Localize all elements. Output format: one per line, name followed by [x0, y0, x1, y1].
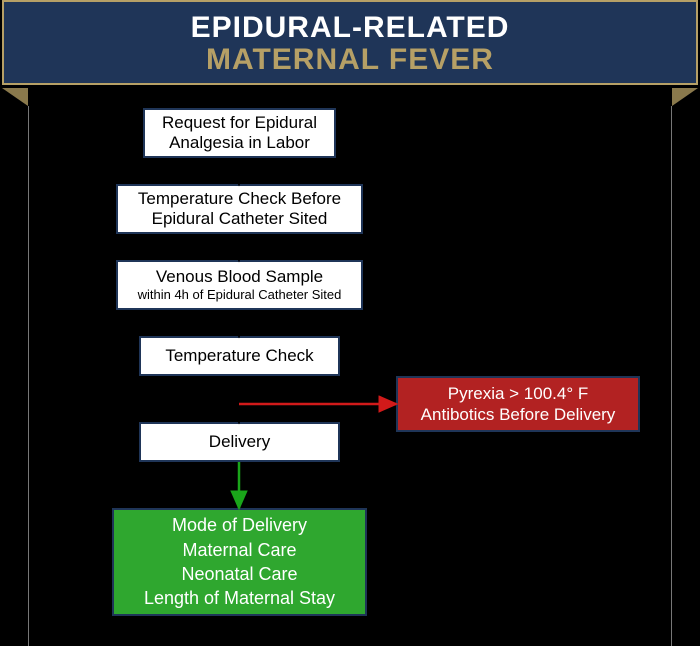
outcome-text: Length of Maternal Stay: [144, 586, 335, 610]
banner-box: EPIDURAL-RELATED MATERNAL FEVER: [2, 0, 698, 85]
ribbon-tail-left: [2, 88, 28, 106]
node-outcomes: Mode of Delivery Maternal Care Neonatal …: [112, 508, 367, 616]
node-request-epidural: Request for Epidural Analgesia in Labor: [143, 108, 336, 158]
node-text: Analgesia in Labor: [169, 133, 310, 153]
node-delivery: Delivery: [139, 422, 340, 462]
outcome-text: Maternal Care: [182, 538, 296, 562]
node-text: Temperature Check Before: [138, 189, 341, 209]
node-text: Temperature Check: [165, 346, 313, 366]
outcome-text: Neonatal Care: [181, 562, 297, 586]
node-temp-check-before: Temperature Check Before Epidural Cathet…: [116, 184, 363, 234]
title-line2: MATERNAL FEVER: [4, 44, 696, 76]
side-rail-left: [28, 106, 29, 646]
outcome-text: Mode of Delivery: [172, 513, 307, 537]
node-text: Request for Epidural: [162, 113, 317, 133]
title-banner: EPIDURAL-RELATED MATERNAL FEVER: [0, 0, 700, 85]
ribbon-tail-right: [672, 88, 698, 106]
node-text: Pyrexia > 100.4° F: [448, 383, 589, 404]
side-rail-right: [671, 106, 672, 646]
node-venous-blood-sample: Venous Blood Sample within 4h of Epidura…: [116, 260, 363, 310]
node-pyrexia-antibiotics: Pyrexia > 100.4° F Antibotics Before Del…: [396, 376, 640, 432]
node-text: Epidural Catheter Sited: [152, 209, 328, 229]
node-text: Antibotics Before Delivery: [421, 404, 616, 425]
node-temp-check: Temperature Check: [139, 336, 340, 376]
title-line1: EPIDURAL-RELATED: [4, 12, 696, 44]
node-subtext: within 4h of Epidural Catheter Sited: [138, 288, 342, 303]
node-text: Delivery: [209, 432, 270, 452]
node-text: Venous Blood Sample: [156, 267, 323, 287]
